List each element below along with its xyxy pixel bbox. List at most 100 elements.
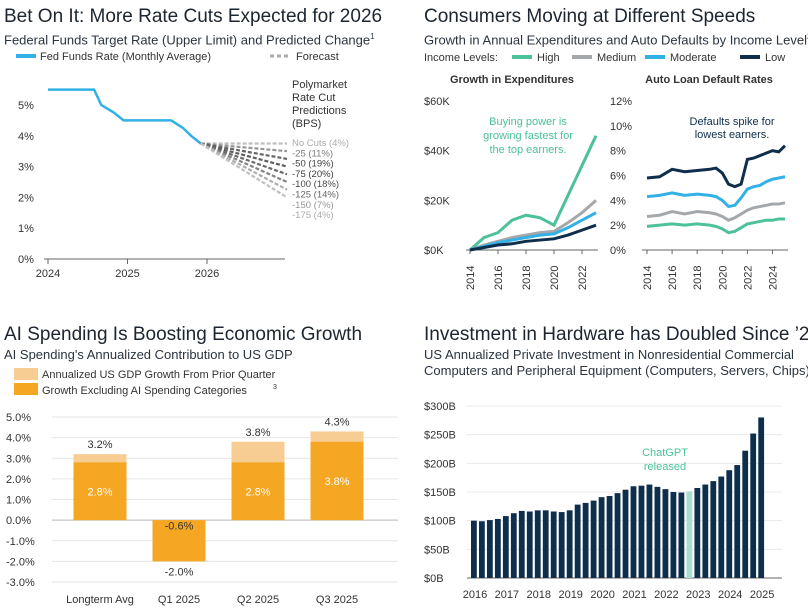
hardware-bar [502,516,509,578]
forecast-line [200,142,288,153]
ai-y-tick: 0.0% [6,515,31,527]
default-y-tick: 2% [610,220,626,232]
hardware-bar [694,487,701,578]
rate-y-tick: 4% [18,131,34,143]
rate-chart-subtitle-text: Federal Funds Target Rate (Upper Limit) … [4,32,371,48]
default-x-tick: 2022 [742,266,754,290]
forecast-line [200,142,288,184]
ai-legend-excl-swatch [14,383,38,395]
prediction-label: -100 (18%) [292,179,339,190]
hardware-bar [606,496,613,578]
rate-y-tick: 5% [18,100,34,112]
hardware-bar [526,511,533,578]
ai-chart-subtitle: AI Spending's Annualized Contribution to… [4,347,293,362]
hardware-bar [471,520,477,578]
ai-category-label: Q2 2025 [237,594,279,606]
rate-chart-subtitle: Federal Funds Target Rate (Upper Limit) … [4,29,375,48]
ai-legend-excl-label: Growth Excluding AI Spending Categories [42,385,247,397]
rate-chart-subtitle-note: 1 [370,32,375,41]
ai-bar-excl [152,520,206,562]
ai-excl-label: -2.0% [165,566,194,578]
expenditure-annotation: Buying power is [489,116,567,128]
forecast-line [200,142,288,191]
chatgpt-annotation: ChatGPT [642,447,688,459]
hardware-y-tick: $200B [424,458,456,470]
hardware-bar [662,489,669,578]
default-annotation: Defaults spike for [690,116,775,128]
rate-chart-title: Bet On It: More Rate Cuts Expected for 2… [4,6,383,27]
expenditure-x-tick: 2020 [549,266,561,290]
hardware-chart-title: Investment in Hardware has Doubled Since… [424,324,808,345]
hardware-bar [654,486,661,578]
hardware-bar [758,417,765,578]
default-y-tick: 12% [610,96,632,108]
expenditure-x-tick: 2018 [521,266,533,290]
expenditure-annotation: growing fastest for [483,130,573,142]
hardware-y-tick: $0B [424,573,444,585]
hardware-y-tick: $300B [424,401,456,413]
hardware-bar [494,518,501,578]
hardware-y-tick: $100B [424,516,456,528]
hardware-y-tick: $50B [424,544,450,556]
hardware-bar [590,500,597,578]
income-legend-title: Income Levels: [424,52,498,64]
default-line-moderate [646,175,786,209]
default-line-medium [646,201,786,222]
default-annotation: lowest earners. [695,129,770,141]
consumer-chart-subtitle-text: Growth in Annual Expenditures and Auto D… [424,32,808,48]
ai-total-label: -0.6% [165,521,194,533]
forecast-line [200,142,288,199]
default-y-tick: 8% [610,146,626,158]
hardware-bar [750,433,757,578]
hardware-bar [734,465,741,578]
prediction-label: -125 (14%) [292,190,339,201]
default-line-low [646,144,787,189]
expenditure-x-tick: 2022 [577,266,589,290]
ai-category-label: Longterm Avg [66,594,134,606]
hardware-y-tick: $150B [424,487,456,499]
predictions-title: (BPS) [292,118,321,130]
default-x-tick: 2024 [767,266,779,290]
default-y-tick: 10% [610,121,632,133]
income-legend-label: Low [765,52,785,64]
hardware-bar [614,493,621,578]
ai-y-tick: 1.0% [6,495,31,507]
forecast-line [200,142,288,160]
hardware-bar [718,476,725,578]
default-line-high [646,217,785,235]
ai-total-label: 4.3% [324,416,349,428]
prediction-label: -175 (4%) [292,210,334,221]
chatgpt-annotation: released [644,461,686,473]
hardware-y-tick: $250B [424,430,456,442]
prediction-label: -75 (20%) [292,169,334,180]
expenditure-y-tick: $40K [424,146,450,158]
rate-x-tick: 2026 [195,268,219,280]
hardware-bar [678,492,685,578]
default-x-tick: 2016 [667,266,679,290]
hardware-bar [478,521,485,578]
hardware-bar [686,491,693,578]
hardware-x-tick: 2024 [718,589,742,601]
expenditure-line-high [469,135,598,252]
predictions-title: Predictions [292,105,347,117]
ai-y-tick: -3.0% [6,577,35,589]
ai-legend-total-label: Annualized US GDP Growth From Prior Quar… [42,369,276,381]
expenditure-line-moderate [469,211,597,252]
predictions-title: Polymarket [292,79,347,91]
expenditure-y-tick: $20K [424,195,450,207]
hardware-bar [486,520,493,578]
default-y-tick: 4% [610,195,626,207]
rate-y-tick: 0% [18,254,34,266]
forecast-line [200,142,288,176]
hardware-bar [742,450,749,578]
ai-total-label: 3.2% [87,439,112,451]
prediction-label: -25 (11%) [292,148,333,159]
expenditure-annotation: the top earners. [489,144,566,156]
expenditure-y-tick: $0K [424,245,444,257]
default-x-tick: 2020 [717,266,729,290]
ai-total-label: 3.8% [245,427,270,439]
rate-x-tick: 2025 [115,268,139,280]
hardware-x-tick: 2017 [495,589,519,601]
ai-excl-label: 2.8% [245,486,270,498]
predictions-title: Rate Cut [292,92,335,104]
